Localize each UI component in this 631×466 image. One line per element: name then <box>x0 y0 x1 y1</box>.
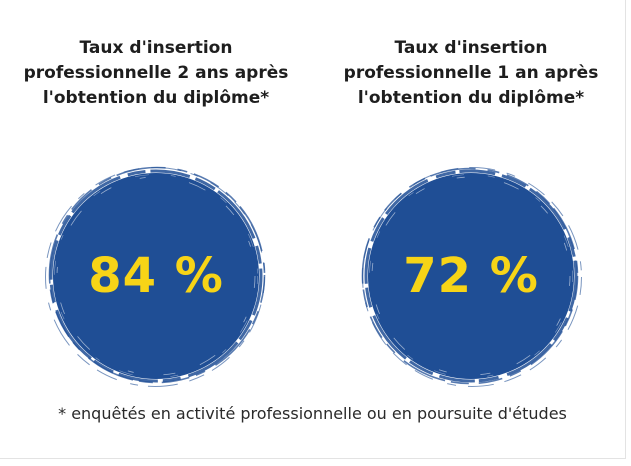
stat-title-line: l'obtention du diplôme* <box>42 88 270 108</box>
stat-block-2-years: Taux d'insertion professionnelle 2 ans a… <box>11 36 301 387</box>
stat-title: Taux d'insertion professionnelle 2 ans a… <box>11 36 301 111</box>
stat-title-line: Taux d'insertion <box>79 38 233 58</box>
stats-card: Taux d'insertion professionnelle 2 ans a… <box>0 0 626 459</box>
stat-title-line: professionnelle 2 ans après <box>23 63 289 83</box>
brush-circle-icon <box>361 167 582 387</box>
stat-title-line: l'obtention du diplôme* <box>357 88 585 108</box>
footnote: * enquêtés en activité professionnelle o… <box>58 404 567 423</box>
brush-circle-icon <box>45 166 266 387</box>
stat-value: 84 % <box>88 248 224 304</box>
stat-value: 72 % <box>403 248 539 304</box>
stat-title-line: professionnelle 1 an après <box>343 63 599 83</box>
brush-circle: 72 % <box>361 166 582 387</box>
stat-title-line: Taux d'insertion <box>394 38 548 58</box>
stat-block-1-year: Taux d'insertion professionnelle 1 an ap… <box>326 36 616 387</box>
stat-title: Taux d'insertion professionnelle 1 an ap… <box>326 36 616 111</box>
brush-circle: 84 % <box>45 166 266 387</box>
